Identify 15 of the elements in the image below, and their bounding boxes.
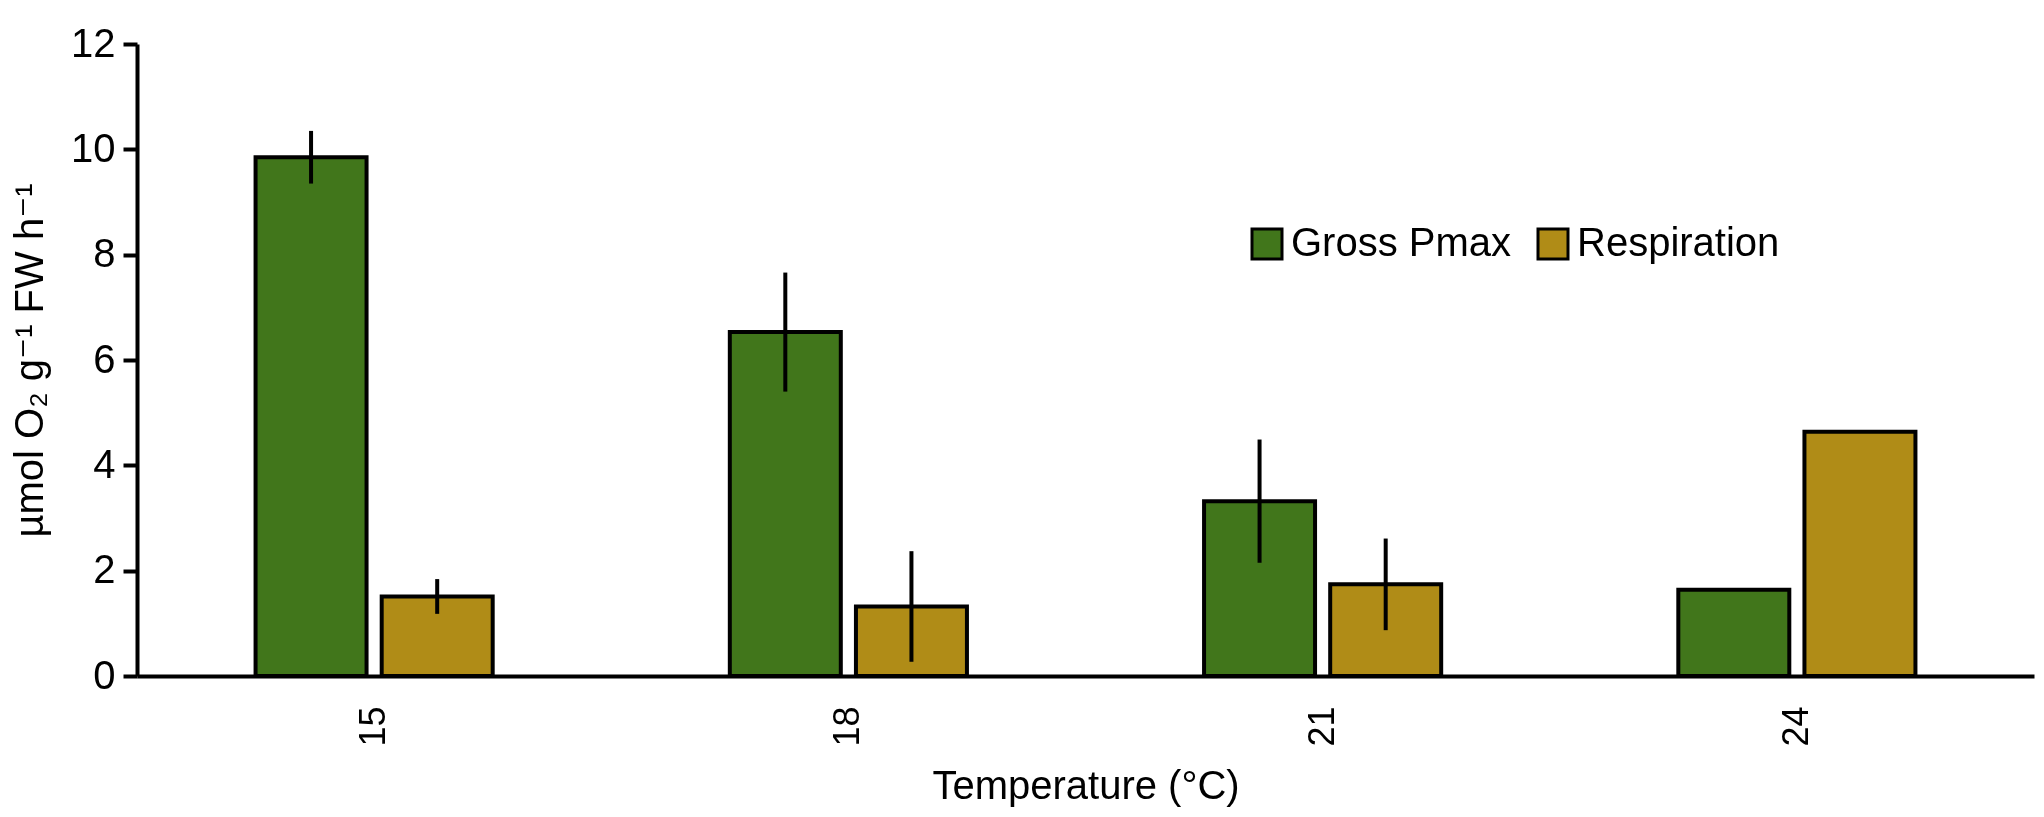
y-tick-label: 6 (93, 336, 116, 381)
x-tick-label: 24 (1774, 706, 1816, 747)
y-tick-label: 0 (93, 652, 116, 697)
y-tick-label: 2 (93, 547, 116, 592)
y-tick-label: 4 (93, 441, 116, 486)
x-axis-title: Temperature (°C) (932, 762, 1240, 807)
y-tick-label: 12 (71, 20, 116, 65)
x-tick-label: 21 (1300, 706, 1342, 747)
y-axis-title: µmol O₂ g⁻¹ FW h⁻¹ (7, 183, 52, 538)
y-tick-label: 10 (71, 125, 116, 170)
x-tick-label: 15 (352, 706, 394, 747)
legend-label: Gross Pmax (1291, 220, 1512, 264)
legend-label: Respiration (1577, 220, 1780, 264)
y-tick-label: 8 (93, 231, 116, 276)
x-tick-label: 18 (826, 706, 868, 747)
